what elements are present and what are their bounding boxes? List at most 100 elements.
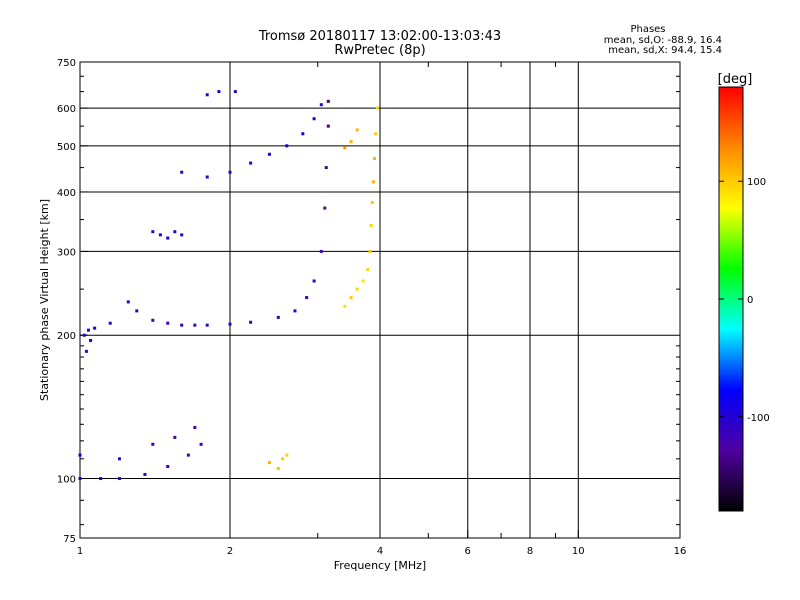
o-mode-point xyxy=(249,320,253,324)
o-mode-point xyxy=(205,175,209,179)
o-mode-point xyxy=(86,328,90,332)
o-mode-point xyxy=(312,279,316,283)
x-tick-label: 10 xyxy=(572,546,585,557)
o-mode-point xyxy=(78,477,82,481)
o-mode-point xyxy=(326,99,330,103)
stats-x-mode: mean, sd,X: 94.4, 15.4 xyxy=(608,45,722,56)
o-mode-point xyxy=(108,321,112,325)
o-mode-point xyxy=(82,333,86,337)
o-mode-point xyxy=(323,206,327,210)
x-axis-label: Frequency [MHz] xyxy=(334,559,426,572)
x-mode-point xyxy=(349,296,353,300)
y-tick-label: 400 xyxy=(57,188,76,199)
o-mode-point xyxy=(228,322,232,326)
o-mode-point xyxy=(319,103,323,107)
data-points xyxy=(78,90,379,481)
colorbar-tick-label: 0 xyxy=(747,295,753,306)
o-mode-point xyxy=(293,309,297,313)
o-mode-point xyxy=(193,323,197,327)
o-mode-point xyxy=(151,318,155,322)
x-mode-point xyxy=(355,128,359,132)
x-mode-point xyxy=(374,132,378,136)
x-mode-point xyxy=(371,180,375,184)
o-mode-point xyxy=(276,315,280,319)
o-mode-point xyxy=(205,93,209,97)
o-mode-point xyxy=(173,230,177,234)
o-mode-point xyxy=(166,321,170,325)
o-mode-point xyxy=(312,117,316,121)
o-mode-point xyxy=(158,233,162,237)
o-mode-point xyxy=(117,477,121,481)
o-mode-point xyxy=(301,132,305,136)
y-tick-label: 100 xyxy=(57,475,76,486)
o-mode-point xyxy=(84,349,88,353)
o-mode-point xyxy=(99,477,103,481)
o-mode-point xyxy=(193,425,197,429)
y-tick-label: 750 xyxy=(57,58,76,69)
o-mode-point xyxy=(267,152,271,156)
o-mode-point xyxy=(228,170,232,174)
o-mode-point xyxy=(180,170,184,174)
chart-subtitle: RwPretec (8p) xyxy=(334,43,425,58)
x-tick-label: 1 xyxy=(77,546,83,557)
y-tick-label: 200 xyxy=(57,331,76,342)
y-tick-label: 600 xyxy=(57,104,76,115)
y-axis-label: Stationary phase Virtual Height [km] xyxy=(38,199,51,401)
x-mode-point xyxy=(349,140,353,144)
colorbar-ticks: 100 0 -100 xyxy=(719,177,770,424)
o-mode-point xyxy=(166,236,170,240)
y-tick-label: 300 xyxy=(57,247,76,258)
grid-lines xyxy=(80,62,680,538)
x-mode-point xyxy=(355,287,359,291)
o-mode-point xyxy=(217,90,221,94)
x-tick-label: 8 xyxy=(527,546,533,557)
o-mode-point xyxy=(166,464,170,468)
o-mode-point xyxy=(78,453,82,457)
o-mode-point xyxy=(305,296,309,300)
o-mode-point xyxy=(117,457,121,461)
x-tick-label: 2 xyxy=(227,546,233,557)
colorbar-tick-label: -100 xyxy=(747,413,770,424)
x-mode-point xyxy=(370,201,374,205)
x-mode-point xyxy=(285,453,289,457)
o-mode-point xyxy=(143,472,147,476)
o-mode-point xyxy=(186,453,190,457)
y-tick-label: 500 xyxy=(57,142,76,153)
x-mode-point xyxy=(368,249,372,253)
o-mode-point xyxy=(89,338,93,342)
x-mode-point xyxy=(361,279,365,283)
o-mode-point xyxy=(173,435,177,439)
colorbar-label: [deg] xyxy=(718,72,753,87)
x-tick-label: 4 xyxy=(377,546,383,557)
x-mode-point xyxy=(267,461,271,465)
x-mode-point xyxy=(366,267,370,271)
y-tick-label: 75 xyxy=(63,534,76,545)
o-mode-point xyxy=(324,166,328,170)
x-tick-label: 16 xyxy=(674,546,687,557)
o-mode-point xyxy=(180,323,184,327)
x-mode-point xyxy=(343,304,347,308)
o-mode-point xyxy=(326,124,330,128)
x-mode-point xyxy=(281,457,285,461)
o-mode-point xyxy=(249,161,253,165)
x-mode-point xyxy=(276,466,280,470)
o-mode-point xyxy=(199,442,203,446)
y-tick-labels: 75 100 200 300 400 500 600 750 xyxy=(57,58,76,545)
o-mode-point xyxy=(135,309,139,313)
x-mode-point xyxy=(343,146,347,150)
o-mode-point xyxy=(180,233,184,237)
o-mode-point xyxy=(93,326,97,330)
colorbar-tick-label: 100 xyxy=(747,177,766,188)
o-mode-point xyxy=(285,144,289,148)
x-mode-point xyxy=(375,106,379,110)
o-mode-point xyxy=(233,90,237,94)
o-mode-point xyxy=(151,230,155,234)
stats-o-mode: mean, sd,O: -88.9, 16.4 xyxy=(604,35,722,46)
x-mode-point xyxy=(369,224,373,228)
x-tick-labels: 1 2 4 6 8 10 16 xyxy=(77,546,687,557)
plot-area: 1 2 4 6 8 10 16 75 100 200 300 400 500 600 750 xyxy=(57,58,686,557)
o-mode-point xyxy=(151,442,155,446)
chart-title: Tromsø 20180117 13:02:00-13:03:43 xyxy=(258,29,501,44)
o-mode-point xyxy=(319,249,323,253)
